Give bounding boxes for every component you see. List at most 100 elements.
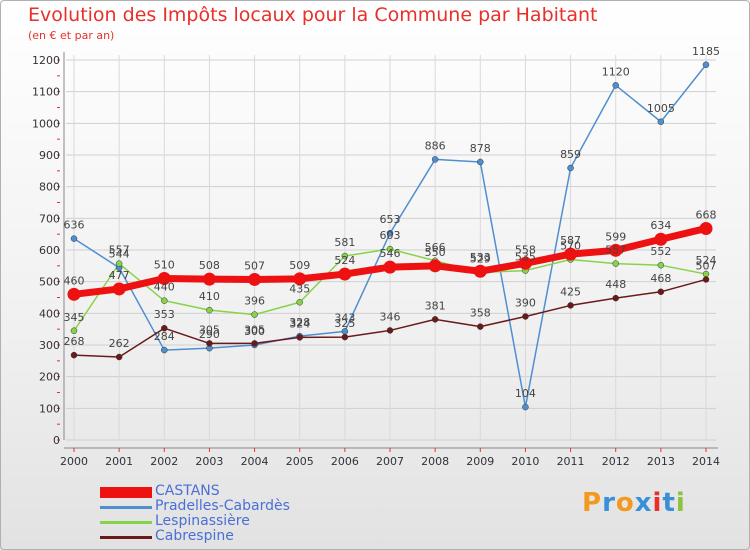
- legend-label: Cabrespine: [155, 528, 234, 544]
- data-point: [67, 287, 81, 301]
- data-label: 435: [289, 282, 310, 295]
- y-tick-label: 900: [39, 149, 60, 162]
- data-label: 587: [560, 234, 581, 247]
- y-tick-label: 400: [39, 307, 60, 320]
- data-point: [518, 256, 532, 270]
- legend-label: CASTANS: [155, 483, 220, 499]
- data-point: [654, 232, 668, 246]
- data-labels: 460 477 510 508 507 509 524 546 550 533 558 587 599 6…: [64, 45, 721, 400]
- data-point: [612, 260, 619, 267]
- data-point: [251, 340, 258, 347]
- data-label: 566: [425, 241, 446, 254]
- data-point: [206, 340, 213, 347]
- y-tick-label: 100: [39, 402, 60, 415]
- logo-letter: P: [582, 488, 603, 518]
- data-label: 509: [289, 259, 310, 272]
- data-point: [112, 282, 126, 296]
- data-label: 324: [289, 317, 310, 330]
- data-label: 410: [199, 290, 220, 303]
- x-tick-label: 2008: [421, 455, 449, 468]
- x-tick-label: 2007: [376, 455, 404, 468]
- data-label: 262: [109, 337, 130, 350]
- data-point: [702, 276, 710, 283]
- data-point: [161, 346, 168, 354]
- data-point: [702, 61, 710, 68]
- y-tick-label: 1200: [32, 54, 60, 67]
- logo-letter: i: [652, 488, 663, 518]
- line-chart: 0 100 200 300 400 500 600 700 800 900 1000 1100 1200…: [32, 45, 721, 468]
- data-point: [296, 299, 303, 306]
- data-point: [386, 245, 394, 253]
- data-label: 603: [380, 229, 401, 242]
- logo-letter: o: [615, 488, 635, 518]
- data-point: [251, 311, 258, 318]
- legend-swatch: [100, 506, 152, 509]
- x-tick-label: 2010: [511, 455, 539, 468]
- data-label: 636: [64, 219, 85, 232]
- data-label: 346: [380, 310, 401, 323]
- data-label: 284: [154, 330, 175, 343]
- data-point: [341, 252, 349, 260]
- data-point: [477, 323, 484, 330]
- data-point: [431, 316, 439, 323]
- proxiti-logo: Proxiti: [582, 488, 686, 518]
- x-tick-label: 2011: [557, 455, 585, 468]
- data-label: 524: [334, 254, 355, 267]
- data-label: 878: [470, 142, 491, 155]
- data-point: [522, 403, 529, 411]
- x-tick-label: 2013: [647, 455, 675, 468]
- legend-label: Pradelles-Cabardès: [155, 498, 290, 514]
- data-label: 570: [560, 240, 581, 253]
- data-point: [657, 118, 665, 125]
- data-label: 507: [696, 259, 717, 272]
- data-label: 550: [425, 246, 446, 259]
- x-tick-label: 2014: [692, 455, 720, 468]
- x-tick-label: 2000: [60, 455, 88, 468]
- data-point: [386, 229, 394, 237]
- data-label: 886: [425, 139, 446, 152]
- data-point: [157, 272, 171, 285]
- data-label: 440: [154, 281, 175, 294]
- data-label: 381: [425, 299, 446, 312]
- legend-swatch: [100, 536, 152, 539]
- data-label: 859: [560, 148, 581, 161]
- y-tick-label: 200: [39, 371, 60, 384]
- data-point: [567, 302, 574, 309]
- data-point: [612, 294, 619, 302]
- data-label: 668: [696, 208, 717, 221]
- data-point: [522, 313, 529, 320]
- data-label: 1005: [647, 102, 675, 115]
- y-tick-label: 700: [39, 212, 60, 225]
- data-label: 328: [289, 316, 310, 329]
- data-label: 558: [515, 243, 536, 256]
- x-tick-label: 2002: [150, 455, 178, 468]
- data-label: 425: [560, 285, 581, 298]
- data-point: [609, 243, 623, 257]
- data-label: 524: [696, 254, 717, 267]
- data-label: 529: [470, 252, 491, 265]
- data-label: 477: [109, 269, 130, 282]
- x-tick-label: 2005: [286, 455, 314, 468]
- data-point: [477, 158, 484, 166]
- data-label: 358: [470, 307, 491, 320]
- axes: [57, 52, 718, 452]
- data-point: [115, 260, 123, 267]
- data-label: 599: [605, 230, 626, 243]
- logo-letter: t: [662, 488, 676, 518]
- data-label: 535: [515, 251, 536, 264]
- legend-swatch: [100, 487, 152, 498]
- data-label: 468: [650, 272, 671, 285]
- data-point: [383, 260, 397, 274]
- data-point: [428, 259, 442, 273]
- chart-subtitle: (en € et par an): [28, 29, 115, 42]
- data-label: 557: [109, 244, 130, 257]
- legend-swatch: [100, 521, 152, 524]
- data-point: [161, 297, 168, 304]
- data-label: 653: [380, 213, 401, 226]
- data-label: 634: [650, 219, 671, 232]
- data-point: [70, 351, 78, 359]
- series-points: [67, 61, 713, 411]
- data-label: 460: [64, 274, 85, 287]
- y-tick-label: 1000: [32, 117, 60, 130]
- data-label: 343: [334, 311, 355, 324]
